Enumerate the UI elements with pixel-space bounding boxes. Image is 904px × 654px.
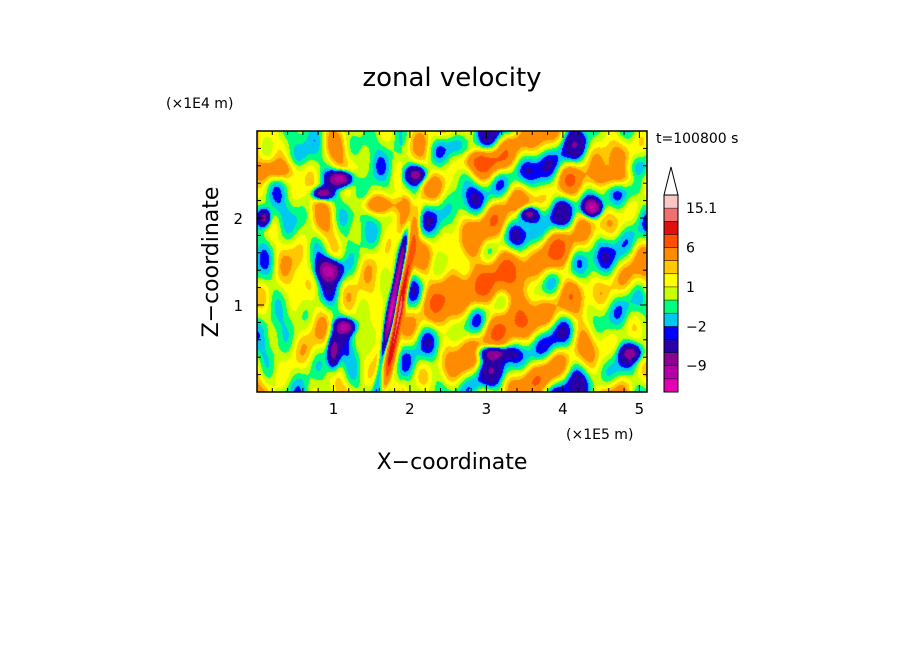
plot-frame: [256, 130, 648, 393]
chart-title: zonal velocity: [362, 63, 541, 93]
colorbar-swatch: [664, 313, 678, 327]
colorbar-label: −2: [686, 319, 707, 335]
time-label: t=100800 s: [656, 131, 738, 147]
colorbar-swatch: [664, 286, 678, 301]
colorbar: [663, 166, 679, 393]
colorbar-swatch: [664, 208, 678, 222]
colorbar-label: 15.1: [686, 201, 717, 217]
colorbar-swatch: [664, 234, 678, 248]
x-tick-label: 2: [405, 400, 415, 418]
colorbar-swatch: [664, 378, 678, 393]
contour-field-image: [257, 131, 647, 392]
x-tick-label: 1: [329, 400, 339, 418]
y-axis-label: Z−coordinate: [199, 187, 224, 338]
x-axis-label: X−coordinate: [377, 450, 528, 475]
x-tick-label: 3: [482, 400, 492, 418]
colorbar-swatch: [664, 339, 678, 353]
colorbar-swatch: [664, 300, 678, 314]
y-axis-unit: (×1E4 m): [166, 96, 233, 112]
x-tick-label: 5: [635, 400, 645, 418]
colorbar-swatch: [664, 326, 678, 340]
x-tick-label: 4: [558, 400, 568, 418]
colorbar-label: −9: [686, 359, 707, 375]
colorbar-swatch: [664, 365, 678, 380]
colorbar-swatch: [664, 221, 678, 235]
colorbar-label: 1: [686, 280, 695, 296]
colorbar-swatch: [664, 195, 678, 209]
colorbar-label: 6: [686, 241, 695, 257]
colorbar-swatch: [664, 247, 678, 261]
colorbar-swatch: [664, 352, 678, 367]
y-axis-ticks: 12: [233, 147, 647, 376]
colorbar-labels: 15.1 6 1 −2 −9: [686, 201, 717, 375]
y-tick-label: 1: [233, 297, 243, 315]
colorbar-extend-arrow: [663, 166, 679, 196]
colorbar-swatch: [664, 260, 678, 275]
x-axis-unit: (×1E5 m): [566, 427, 633, 443]
x-axis-ticks: 1 2 3 4 5: [271, 131, 645, 418]
y-tick-label: 2: [233, 210, 243, 228]
colorbar-swatch: [664, 273, 678, 288]
plot-field: [257, 131, 647, 392]
